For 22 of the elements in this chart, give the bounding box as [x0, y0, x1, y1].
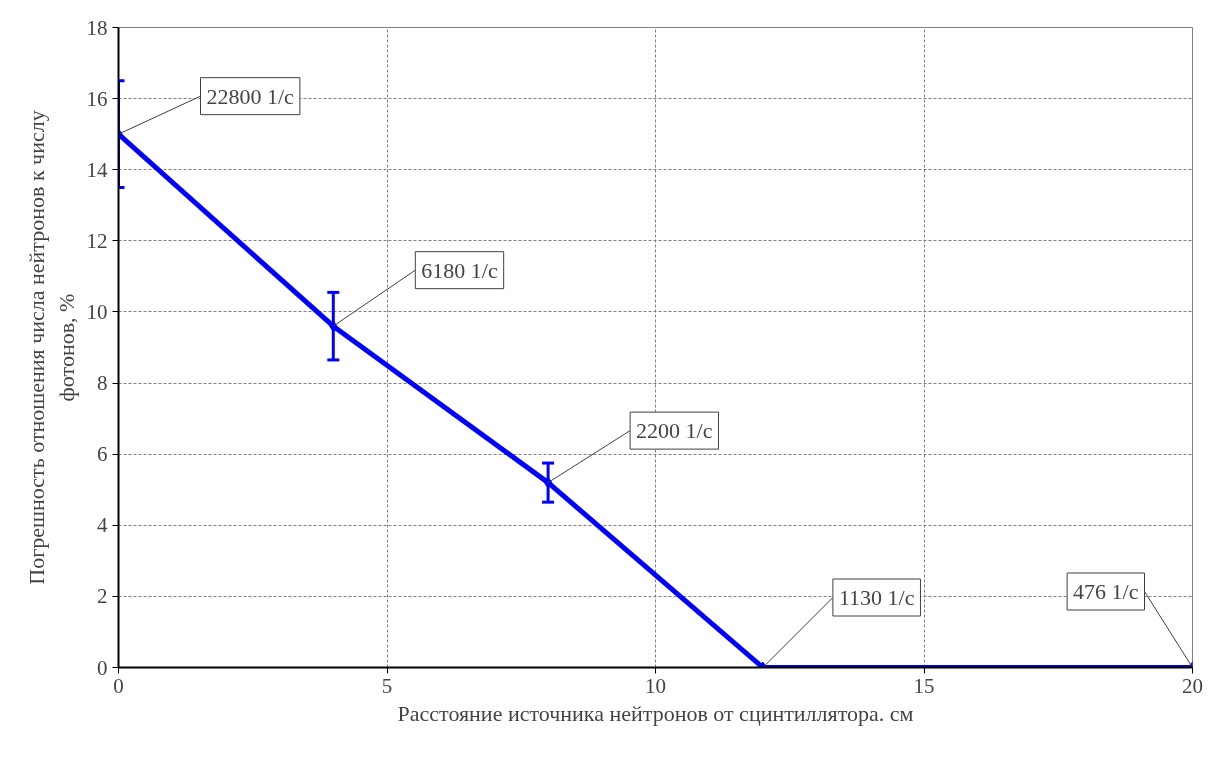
annotation: 2200 1/с — [636, 418, 713, 444]
annotation: 6180 1/с — [421, 257, 498, 283]
x-tick-label: 5 — [381, 673, 393, 698]
y-tick-label: 0 — [97, 655, 108, 680]
y-tick-label: 12 — [86, 228, 108, 253]
y-tick-label: 10 — [86, 299, 108, 324]
y-tick-label: 6 — [97, 442, 108, 467]
y-tick-label: 16 — [86, 86, 108, 111]
x-tick-label: 10 — [645, 673, 666, 698]
y-axis-title: Погрешность отношения числа нейтронов к числу фотонов, % — [23, 110, 79, 585]
y-tick-label: 4 — [97, 513, 108, 538]
annotation: 476 1/с — [1073, 579, 1139, 604]
x-axis-title: Расстояние источника нейтронов от сцинтиллятора. см — [397, 700, 914, 726]
x-tick-label: 20 — [1182, 673, 1203, 698]
y-tick-label: 18 — [86, 15, 108, 40]
y-tick-label: 8 — [97, 371, 108, 396]
annotation: 1130 1/с — [838, 585, 915, 610]
y-tick-label: 2 — [97, 584, 108, 609]
y-tick-label: 14 — [86, 157, 108, 182]
annotation: 22800 1/с — [206, 83, 295, 109]
x-tick-label: 15 — [913, 673, 935, 698]
x-tick-label: 0 — [113, 673, 124, 698]
